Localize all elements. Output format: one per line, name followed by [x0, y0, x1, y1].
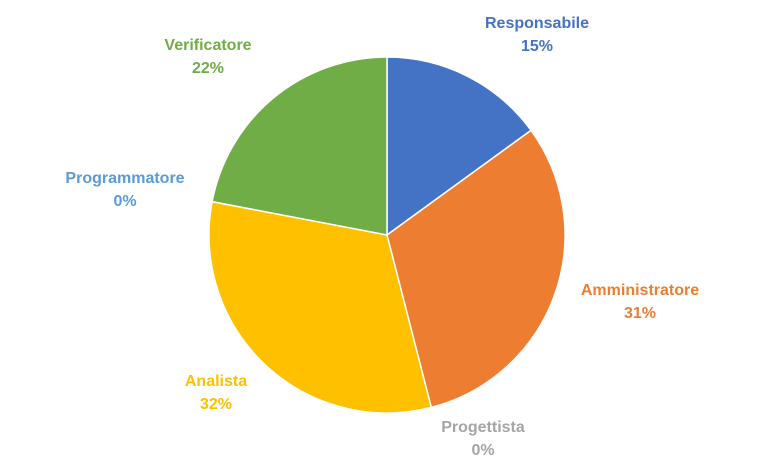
- slice-label-programmatore: Programmatore 0%: [65, 170, 184, 210]
- slice-name-amministratore: Amministratore: [581, 282, 699, 299]
- slice-label-verificatore: Verificatore 22%: [164, 37, 251, 77]
- slice-name-programmatore: Programmatore: [65, 170, 184, 187]
- slice-label-amministratore: Amministratore 31%: [581, 282, 699, 322]
- pie-slice-analista: [208, 200, 433, 414]
- pie-slices: [208, 56, 566, 414]
- slice-percent-verificatore: 22%: [192, 60, 224, 77]
- slice-percent-progettista: 0%: [471, 442, 494, 459]
- slice-percent-responsabile: 15%: [521, 38, 553, 55]
- pie-slice-amministratore: [386, 129, 566, 409]
- slice-name-analista: Analista: [185, 373, 247, 390]
- slice-percent-analista: 32%: [200, 396, 232, 413]
- pie-slice-responsabile: [386, 56, 532, 236]
- slice-percent-programmatore: 0%: [113, 193, 136, 210]
- slice-name-progettista: Progettista: [441, 419, 525, 436]
- slice-label-analista: Analista 32%: [185, 373, 247, 413]
- slice-label-responsabile: Responsabile 15%: [485, 15, 589, 55]
- pie-labels: Responsabile 15% Amministratore 31% Progetti…: [65, 15, 699, 459]
- pie-slice-verificatore: [211, 56, 388, 236]
- slice-name-responsabile: Responsabile: [485, 15, 589, 32]
- slice-percent-amministratore: 31%: [624, 305, 656, 322]
- slice-name-verificatore: Verificatore: [164, 37, 251, 54]
- slice-label-progettista: Progettista 0%: [441, 419, 525, 459]
